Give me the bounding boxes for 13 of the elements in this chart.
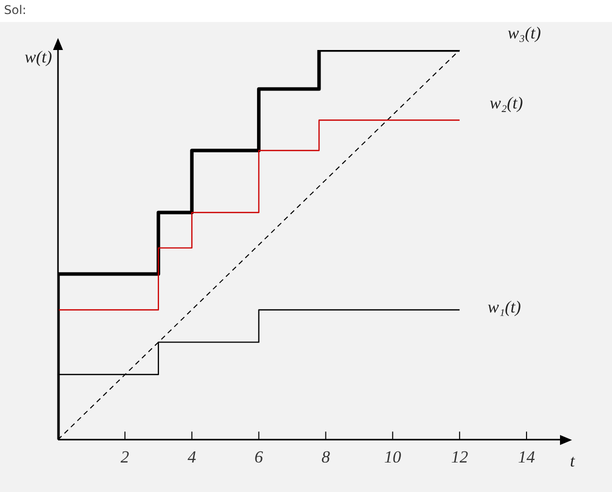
text: w₃(t) <box>508 23 542 42</box>
x-tick-label: 6 <box>254 447 264 466</box>
x-tick-label: 4 <box>188 447 197 466</box>
series-label: w₁(t) <box>488 297 522 316</box>
series-label: w₂(t) <box>490 94 524 113</box>
text: Sol: <box>4 3 26 18</box>
x-tick-label: 12 <box>451 447 469 466</box>
y-axis-title: w(t) <box>24 47 52 66</box>
x-axis-title: t <box>570 452 576 471</box>
x-tick-label: 2 <box>120 447 130 466</box>
x-tick-label: 8 <box>321 447 330 466</box>
x-tick-label: 10 <box>384 447 402 466</box>
x-tick-label: 14 <box>518 447 536 466</box>
